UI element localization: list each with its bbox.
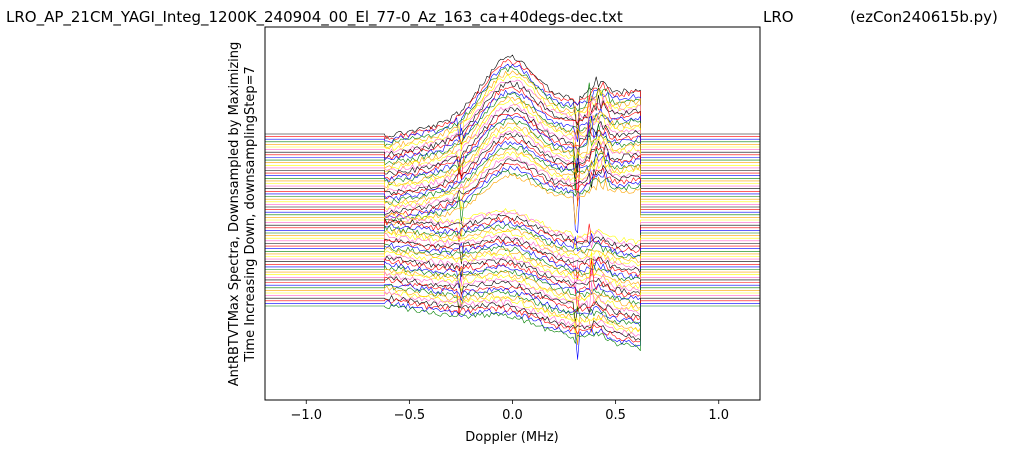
spectrum-series-line [265,141,760,201]
spectrum-series-line [265,136,760,207]
x-tick-label: −1.0 [290,408,322,423]
spectrum-series-line [265,261,760,300]
x-axis-label: Doppler (MHz) [465,430,559,445]
spectrum-series-line [265,291,760,337]
spectrum-series-line [265,73,760,152]
spectrum-series-line [265,238,760,280]
spectrum-series-line [265,232,760,295]
spectrum-series-line [265,286,760,345]
spectrum-series-line [265,258,760,312]
spectrum-series-line [265,247,760,287]
spectrum-series-line [265,271,760,339]
spectrum-series-line [265,107,760,176]
spectrum-series-line [265,250,760,289]
spectrum-series-line [265,169,760,223]
spectrum-series-line [265,303,760,351]
spectrum-series-line [265,255,760,295]
spectrum-series-line [265,173,760,226]
spectrum-series-line [265,241,760,280]
spectrum-series-line [265,223,760,259]
spectrum-series-line [265,151,760,211]
y-axis-label-line1: AntRBTVTMax Spectra, Downsampled by Maxi… [227,42,242,387]
spectrum-series-line [265,264,760,305]
spectrum-series-line [265,165,760,234]
spectrum-series-line [265,54,760,139]
x-tick-label: 0.0 [502,408,523,423]
spectrum-series-line [265,103,760,173]
spectrum-series-line [265,114,760,183]
spectrum-series-line [265,126,760,192]
x-tick-label: 1.0 [708,408,729,423]
spectrum-series-line [265,291,760,334]
spectrum-series-line [265,271,760,315]
spectrum-series-line [265,254,760,292]
spectrum-series-line [265,227,760,263]
spectrum-series-line [265,113,760,181]
chart-title-filename: LRO_AP_21CM_YAGI_Integ_1200K_240904_00_E… [6,8,623,27]
spectrum-series-line [265,210,760,248]
spectrum-series-line [265,208,760,249]
spectrum-series-line [265,158,760,215]
spectrum-series-line [265,267,760,309]
spectrum-series-line [265,216,760,253]
spectrum-series-line [265,213,760,251]
spectrum-series-line [265,90,760,161]
spectrum-series-line [265,66,760,147]
spectrum-series-line [265,298,760,343]
spectrum-series-line [265,144,760,205]
chart-title-site: LRO [763,8,794,26]
x-axis-ticks: −1.0 −0.5 0.0 0.5 1.0 [290,400,729,423]
spectrum-series-line [265,122,760,188]
spectrum-series-line [265,99,760,176]
spectrum-series-line [265,300,760,360]
spectrum-series-line [265,79,760,155]
x-tick-label: 0.5 [605,408,626,423]
spectrum-series-line [265,277,760,321]
x-tick-label: −0.5 [394,408,426,423]
chart-title-program: (ezCon240615b.py) [850,8,998,26]
spectrum-series-line [265,148,760,207]
series-lines [265,54,760,360]
spectrum-series-line [265,132,760,195]
spectrum-series-line [265,96,760,169]
spectrum-series-line [265,235,760,274]
spectrum-series-line [265,284,760,328]
spectrum-series-line [265,118,760,193]
y-axis-label-line2: Time Increasing Down, downsamplingStep=7 [243,66,258,363]
spectrum-series-line [265,283,760,324]
